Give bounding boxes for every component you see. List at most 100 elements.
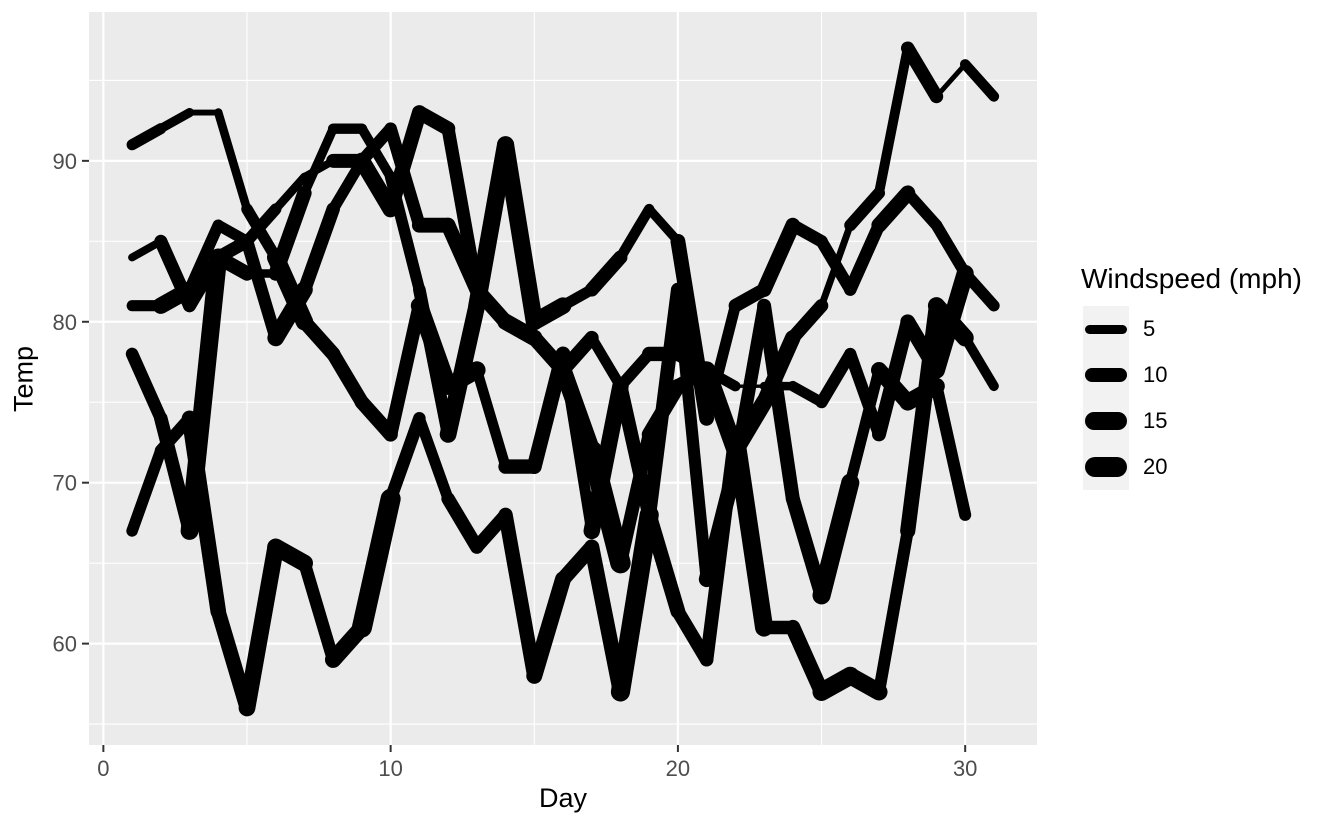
temp-line-segment: [812, 473, 860, 605]
legend-key: [1083, 306, 1129, 352]
x-axis-title: Day: [538, 783, 587, 813]
temp-line-segment: [271, 172, 309, 214]
legend-title: Windspeed (mph): [1081, 263, 1302, 294]
temp-line-segment: [297, 202, 340, 297]
y-tick-label: 60: [53, 632, 77, 657]
temp-line-segment: [930, 219, 971, 280]
temp-line-segment: [383, 298, 427, 442]
temp-line-segment: [874, 43, 913, 198]
temp-line-segment: [670, 233, 715, 426]
temp-line-segment: [496, 136, 543, 331]
temp-line-segment: [557, 348, 598, 537]
temp-line-segment: [238, 538, 285, 717]
temp-line-segment: [351, 488, 401, 638]
temp-line-segment: [844, 347, 886, 441]
temp-line-segment: [843, 218, 886, 296]
temp-line-segment: [786, 298, 829, 345]
y-axis-title: Temp: [8, 345, 39, 413]
temp-line-segment: [266, 248, 314, 331]
temp-line-segment: [583, 377, 629, 540]
temp-line-segment: [872, 524, 914, 698]
legend-item-label: 10: [1143, 362, 1168, 387]
temp-lines: [125, 41, 1000, 717]
temp-line-month: [128, 123, 1000, 443]
temp-line-segment: [211, 250, 255, 281]
y-tick-label: 90: [53, 149, 77, 174]
temp-line-segment: [615, 203, 655, 263]
temp-line-segment: [298, 556, 340, 667]
legend-key-line-icon: [1085, 457, 1127, 477]
legend-key-line-icon: [1085, 324, 1127, 334]
legend-key: [1083, 398, 1129, 444]
y-tick-label: 70: [53, 471, 77, 496]
temp-line-segment: [384, 412, 426, 506]
temp-line-segment: [697, 361, 745, 460]
legend-item-label: 5: [1143, 316, 1156, 341]
temp-line-segment: [180, 248, 228, 540]
temp-line-segment: [241, 203, 282, 264]
temp-line-segment: [526, 346, 571, 475]
temp-line-segment: [960, 332, 999, 392]
legend-item-label: 20: [1143, 454, 1168, 479]
temp-line-segment: [498, 507, 542, 684]
temp-line-segment: [586, 332, 626, 392]
temp-line-segment: [468, 136, 515, 315]
y-tick-label: 80: [53, 310, 77, 335]
legend-item: 10: [1083, 352, 1343, 398]
temp-line-segment: [818, 221, 854, 310]
axis-tick-labels: 0 10 20 30 60 70 80 90: [53, 149, 978, 781]
legend-items: 5 10 15 20: [1083, 306, 1343, 490]
temp-line-segment: [183, 219, 225, 296]
legend-key-line-icon: [1085, 412, 1127, 430]
temp-line-segment: [642, 282, 685, 522]
x-tick-label: 10: [378, 756, 402, 781]
legend-key-line-icon: [1085, 368, 1127, 382]
temp-line-segment: [785, 619, 830, 700]
temp-line-segment: [126, 444, 167, 537]
legend: Windspeed (mph) 5 10 15 20: [1081, 263, 1343, 490]
temp-line-segment: [959, 267, 1000, 312]
temp-line-segment: [471, 364, 511, 472]
minor-gridlines: [89, 12, 1037, 745]
legend-key: [1083, 352, 1129, 398]
temp-line-segment: [584, 250, 628, 297]
temp-line-segment: [959, 59, 1000, 102]
temp-line-segment: [441, 492, 484, 554]
axis-ticks: [82, 159, 967, 752]
x-tick-label: 0: [97, 756, 109, 781]
temp-line-segment: [613, 379, 657, 522]
temp-line-segment: [299, 124, 338, 198]
temp-line-segment: [240, 235, 283, 345]
x-tick-label: 30: [953, 756, 977, 781]
temp-line-segment: [125, 347, 168, 425]
temp-line-segment: [613, 427, 656, 570]
temp-line-segment: [469, 282, 513, 330]
temp-line-segment: [439, 361, 486, 395]
temp-line-month: [126, 107, 972, 605]
temp-line-segment: [927, 264, 974, 379]
temp-line-segment: [900, 41, 944, 104]
temp-line-segment: [384, 122, 426, 232]
temp-line-segment: [844, 187, 886, 232]
temp-line-segment: [326, 346, 369, 410]
temp-line-segment: [728, 299, 771, 474]
temp-line-segment: [698, 458, 744, 588]
temp-line-segment: [126, 123, 167, 151]
temp-line-month: [126, 297, 999, 717]
temp-line-segment: [671, 283, 713, 586]
temp-line-segment: [930, 380, 972, 521]
temp-line-segment: [413, 412, 454, 505]
x-tick-label: 20: [666, 756, 690, 781]
temp-line-segment: [213, 108, 252, 214]
temp-line-segment: [871, 185, 916, 233]
temp-line-segment: [327, 155, 368, 215]
temp-line-segment: [901, 187, 943, 231]
legend-key: [1083, 444, 1129, 490]
legend-item-label: 15: [1143, 408, 1168, 433]
temp-line-segment: [900, 298, 945, 539]
legend-item: 15: [1083, 398, 1343, 444]
legend-item: 20: [1083, 444, 1343, 490]
temp-line-segment: [757, 298, 800, 506]
